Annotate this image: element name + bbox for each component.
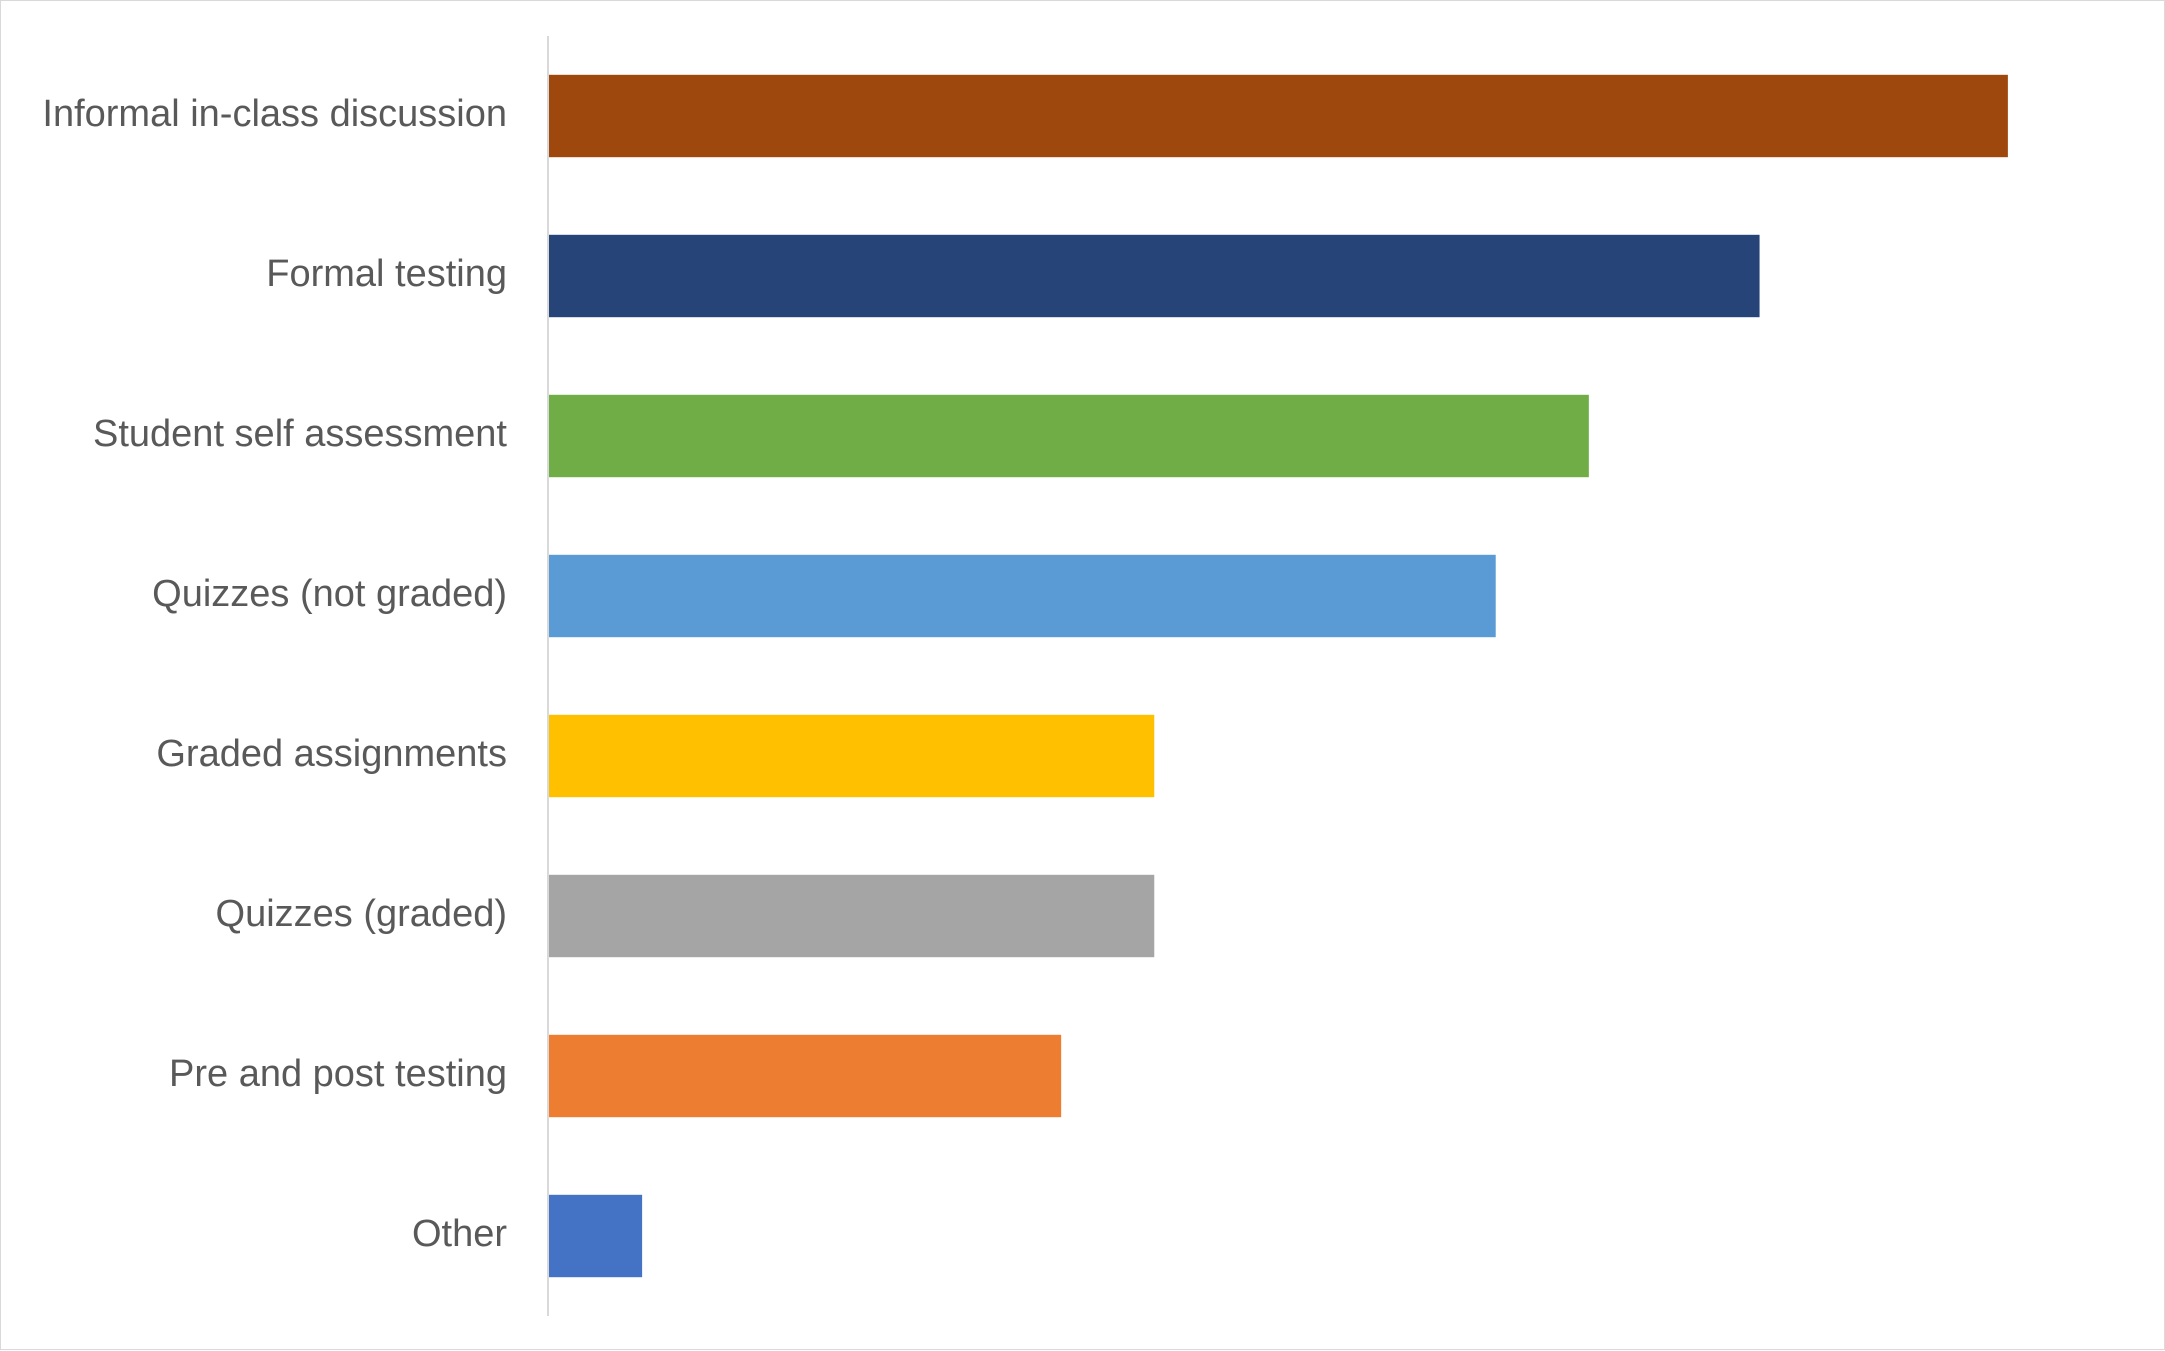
bar-graded-assignments [549,714,1155,798]
bar-quizzes-graded [549,874,1155,958]
bar-formal-testing [549,234,1760,318]
category-label-other: Other [412,1213,507,1255]
bar-other [549,1194,643,1278]
category-label-pre-and-post-testing: Pre and post testing [169,1053,507,1095]
bar-student-self-assessment [549,394,1589,478]
category-label-quizzes-not-graded: Quizzes (not graded) [152,573,507,615]
bar-informal-in-class-discussion [549,74,2008,158]
category-label-student-self-assessment: Student self assessment [93,413,507,455]
category-label-quizzes-graded: Quizzes (graded) [216,893,507,935]
category-label-graded-assignments: Graded assignments [156,733,507,775]
bars-group [549,74,2008,1278]
bar-pre-and-post-testing [549,1034,1062,1118]
category-label-formal-testing: Formal testing [266,253,507,295]
bar-quizzes-not-graded [549,554,1496,638]
category-label-informal-in-class-discussion: Informal in-class discussion [42,93,507,135]
category-labels: Informal in-class discussion Formal testi… [42,93,507,1255]
